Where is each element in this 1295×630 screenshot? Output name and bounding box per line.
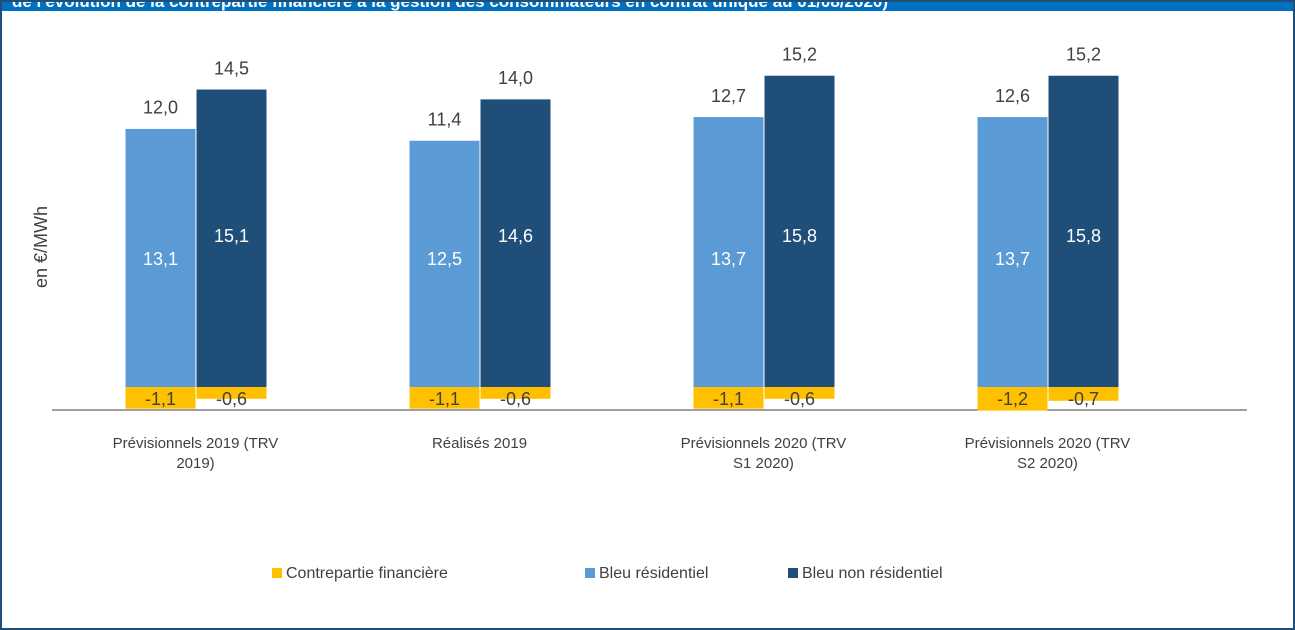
legend-label: Bleu non résidentiel (802, 565, 943, 582)
total-label: 14,5 (214, 58, 249, 78)
data-label: 15,8 (1066, 226, 1101, 246)
bar-segment (480, 387, 551, 399)
total-label: 12,7 (711, 86, 746, 106)
data-label: -0,6 (784, 389, 815, 409)
data-label: 14,6 (498, 226, 533, 246)
data-label: -1,1 (429, 389, 460, 409)
data-label: 13,7 (995, 249, 1030, 269)
data-label: -1,1 (713, 389, 744, 409)
bar-segment (977, 117, 1048, 388)
x-tick-label: Prévisionnels 2020 (TRV S1 2020) (680, 435, 847, 472)
data-label: -1,1 (145, 389, 176, 409)
legend-swatch (272, 568, 282, 578)
bar-segment (693, 387, 764, 409)
bar-segment (409, 140, 480, 387)
total-label: 12,6 (995, 86, 1030, 106)
total-label: 15,2 (1066, 44, 1101, 64)
data-label: 13,1 (143, 249, 178, 269)
total-label: 14,0 (498, 68, 533, 88)
legend-swatch (585, 568, 595, 578)
data-label: -0,7 (1068, 389, 1099, 409)
bar-segment (409, 387, 480, 409)
data-label: -1,2 (997, 389, 1028, 409)
x-tick-label: Prévisionnels 2020 (TRV S2 2020) (964, 435, 1131, 472)
total-label: 12,0 (143, 98, 178, 118)
data-label: 15,8 (782, 226, 817, 246)
x-tick-label: Prévisionnels 2019 (TRV 2019) (112, 435, 279, 472)
bar-segment (1048, 387, 1119, 401)
bar-segment (196, 387, 267, 399)
bar-segment (764, 75, 835, 388)
total-label: 11,4 (428, 110, 462, 130)
bar-segment (125, 128, 196, 387)
chart-title: de l'évolution de la contrepartie financ… (12, 0, 889, 11)
total-label: 15,2 (782, 44, 817, 64)
bar-segment (977, 387, 1048, 411)
bar-segment (125, 387, 196, 409)
legend-label: Contrepartie financière (286, 565, 448, 582)
data-label: 15,1 (214, 226, 249, 246)
bar-segment (196, 89, 267, 387)
bar-segment (693, 117, 764, 388)
data-label: 13,7 (711, 249, 746, 269)
title-bar: de l'évolution de la contrepartie financ… (2, 2, 1293, 11)
bar-segment (764, 387, 835, 399)
x-tick-label: Réalisés 2019 (431, 435, 528, 452)
y-axis-label: en €/MWh (31, 206, 51, 288)
legend-label: Bleu résidentiel (599, 565, 708, 582)
data-label: 12,5 (427, 249, 462, 269)
bar-segment (1048, 75, 1119, 388)
data-label: -0,6 (216, 389, 247, 409)
bar-segment (480, 99, 551, 387)
legend-swatch (788, 568, 798, 578)
data-label: -0,6 (500, 389, 531, 409)
